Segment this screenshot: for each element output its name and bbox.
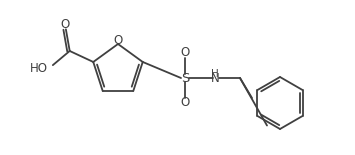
Text: S: S	[181, 71, 189, 84]
Text: O: O	[60, 18, 70, 31]
Text: N: N	[211, 71, 219, 84]
Text: H: H	[211, 69, 219, 79]
Text: O: O	[113, 34, 122, 47]
Text: O: O	[180, 46, 190, 60]
Text: O: O	[180, 97, 190, 109]
Text: HO: HO	[30, 62, 48, 75]
